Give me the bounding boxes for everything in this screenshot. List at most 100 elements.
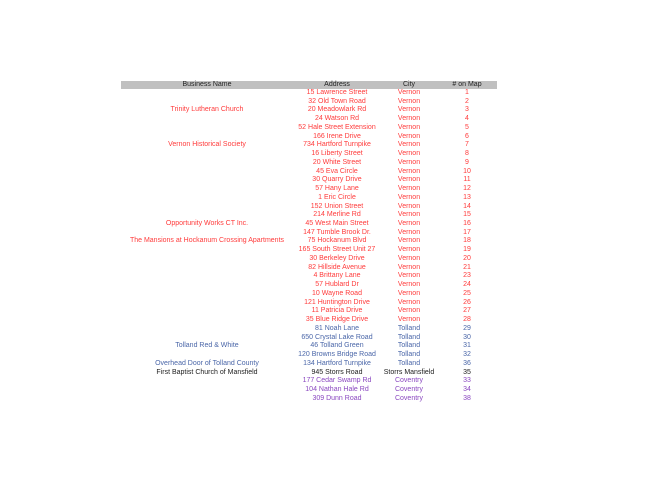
address-cell: 1 Eric Circle xyxy=(318,193,356,201)
map-number-cell: 10 xyxy=(463,167,471,175)
table-row: 309 Dunn Road Coventry 38 xyxy=(121,395,497,404)
city-cell: Vernon xyxy=(397,298,421,306)
map-number-cell: 38 xyxy=(463,394,471,402)
address-cell: 81 Noah Lane xyxy=(315,324,359,332)
table-row: 1 Eric Circle Vernon 13 xyxy=(121,194,497,203)
city-cell: Vernon xyxy=(397,123,421,131)
map-number-cell: 1 xyxy=(465,89,469,96)
map-number-cell: 33 xyxy=(463,377,471,385)
address-cell: 30 Quarry Drive xyxy=(312,176,362,184)
business-name-cell xyxy=(121,150,293,159)
business-name-cell xyxy=(121,272,293,281)
table-row: 177 Cedar Swamp Rd Coventry 33 xyxy=(121,377,497,386)
address-cell: 166 Irene Drive xyxy=(313,132,361,140)
city-cell: Vernon xyxy=(397,228,421,236)
address-cell: 46 Tolland Green xyxy=(310,342,364,350)
city-cell: Vernon xyxy=(397,106,421,114)
map-number-cell: 35 xyxy=(463,368,471,376)
map-number-cell: 30 xyxy=(463,333,471,341)
business-name-cell xyxy=(121,203,293,212)
map-number-cell: 36 xyxy=(463,359,471,367)
city-cell: Vernon xyxy=(397,115,421,123)
table-row: 35 Blue Ridge Drive Vernon 28 xyxy=(121,316,497,325)
city-cell: Vernon xyxy=(397,316,421,324)
address-cell: 214 Merline Rd xyxy=(313,211,361,219)
business-name-cell xyxy=(121,325,293,334)
address-cell: 52 Hale Street Extension xyxy=(298,123,376,131)
business-name-cell xyxy=(121,176,293,185)
table-row: 45 Eva Circle Vernon 10 xyxy=(121,168,497,177)
business-name-cell xyxy=(121,211,293,220)
business-name-cell xyxy=(121,316,293,325)
map-number-cell: 13 xyxy=(463,193,471,201)
map-number-cell: 18 xyxy=(463,237,471,245)
business-name-cell xyxy=(121,168,293,177)
table-row: 166 Irene Drive Vernon 6 xyxy=(121,133,497,142)
table-row: Overhead Door of Tolland County 134 Hartf… xyxy=(121,360,497,369)
table-row: 30 Quarry Drive Vernon 11 xyxy=(121,176,497,185)
address-cell: 35 Blue Ridge Drive xyxy=(305,316,369,324)
city-cell: Vernon xyxy=(397,281,421,289)
address-cell: 11 Patricia Drive xyxy=(311,307,363,315)
map-number-cell: 34 xyxy=(463,385,471,393)
header-address: Address xyxy=(293,81,381,89)
city-cell: Tolland xyxy=(397,333,421,341)
address-cell: 945 Storrs Road xyxy=(311,368,363,376)
address-cell: 4 Brittany Lane xyxy=(313,272,361,280)
address-cell: 30 Berkeley Drive xyxy=(309,254,365,262)
map-number-cell: 27 xyxy=(463,307,471,315)
city-cell: Vernon xyxy=(397,158,421,166)
business-name-cell xyxy=(121,255,293,264)
business-name-cell xyxy=(121,377,293,386)
business-name-cell xyxy=(121,395,293,404)
table-row: 214 Merline Rd Vernon 15 xyxy=(121,211,497,220)
map-number-cell: 29 xyxy=(463,324,471,332)
map-number-cell: 3 xyxy=(465,106,469,114)
map-number-cell: 19 xyxy=(463,246,471,254)
table-row: 57 Hany Lane Vernon 12 xyxy=(121,185,497,194)
business-name-cell xyxy=(121,194,293,203)
table-row: 650 Crystal Lake Road Tolland 30 xyxy=(121,334,497,343)
address-cell: 10 Wayne Road xyxy=(312,289,362,297)
business-name-cell xyxy=(121,229,293,238)
map-number-cell: 6 xyxy=(465,132,469,140)
map-number-cell: 32 xyxy=(463,351,471,359)
city-cell: Vernon xyxy=(397,307,421,315)
map-number-cell: 14 xyxy=(463,202,471,210)
business-name-cell xyxy=(121,246,293,255)
table-row: 20 White Street Vernon 9 xyxy=(121,159,497,168)
city-cell: Vernon xyxy=(397,289,421,297)
city-cell: Vernon xyxy=(397,202,421,210)
business-name-cell xyxy=(121,124,293,133)
business-name-cell xyxy=(121,299,293,308)
table-row: 4 Brittany Lane Vernon 23 xyxy=(121,272,497,281)
city-cell: Vernon xyxy=(397,193,421,201)
header-row: Business Name Address City # on Map xyxy=(121,81,497,89)
header-city: City xyxy=(381,81,437,89)
table-row: 24 Watson Rd Vernon 4 xyxy=(121,115,497,124)
address-cell: 147 Tumble Brook Dr. xyxy=(303,228,371,236)
city-cell: Vernon xyxy=(397,185,421,193)
table-row: Tolland Red & White 46 Tolland Green Tolla… xyxy=(121,342,497,351)
address-cell: 82 Hillside Avenue xyxy=(308,263,366,271)
city-cell: Vernon xyxy=(397,167,421,175)
city-cell: Vernon xyxy=(397,97,421,105)
address-cell: 309 Dunn Road xyxy=(312,394,362,402)
table-row: 165 South Street Unit 27 Vernon 19 xyxy=(121,246,497,255)
business-name-cell xyxy=(121,351,293,360)
map-number-cell: 5 xyxy=(465,123,469,131)
table-row: 104 Nathan Hale Rd Coventry 34 xyxy=(121,386,497,395)
header-map-number: # on Map xyxy=(437,81,497,89)
table-row: Opportunity Works CT Inc. 45 West Main St… xyxy=(121,220,497,229)
city-cell: Vernon xyxy=(397,263,421,271)
city-cell: Vernon xyxy=(397,254,421,262)
city-cell: Coventry xyxy=(394,377,423,385)
city-cell: Coventry xyxy=(394,385,423,393)
business-name-cell: Overhead Door of Tolland County xyxy=(155,359,259,367)
table-row: 81 Noah Lane Tolland 29 xyxy=(121,325,497,334)
address-cell: 57 Hany Lane xyxy=(315,185,359,193)
city-cell: Coventry xyxy=(394,394,423,402)
map-number-cell: 23 xyxy=(463,272,471,280)
address-cell: 650 Crystal Lake Road xyxy=(301,333,373,341)
business-name-cell xyxy=(121,115,293,124)
